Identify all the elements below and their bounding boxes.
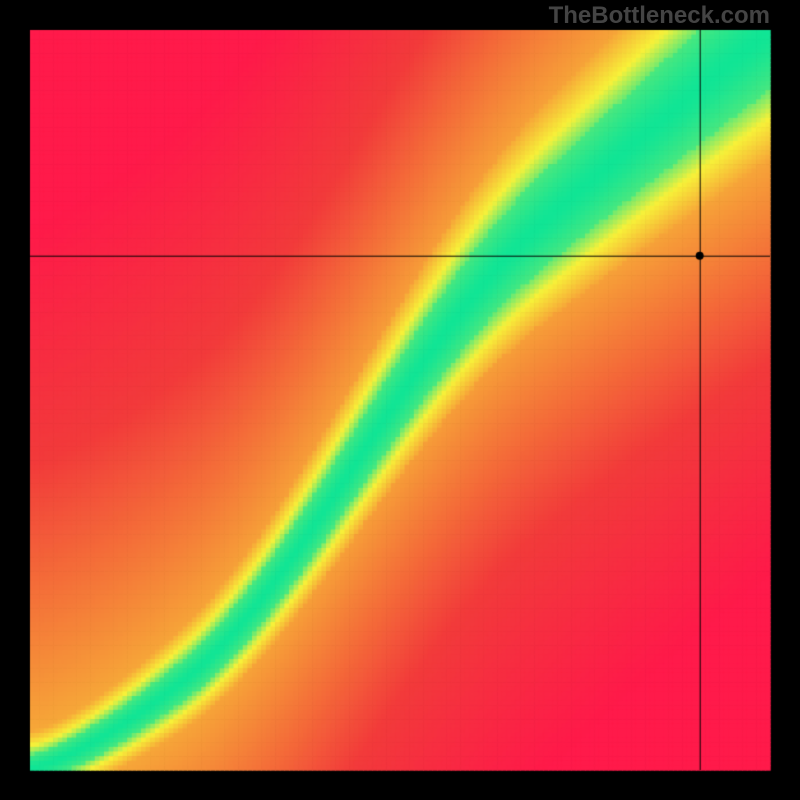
watermark-text: TheBottleneck.com	[549, 2, 770, 30]
bottleneck-heatmap	[0, 0, 800, 800]
chart-container: TheBottleneck.com	[0, 0, 800, 800]
